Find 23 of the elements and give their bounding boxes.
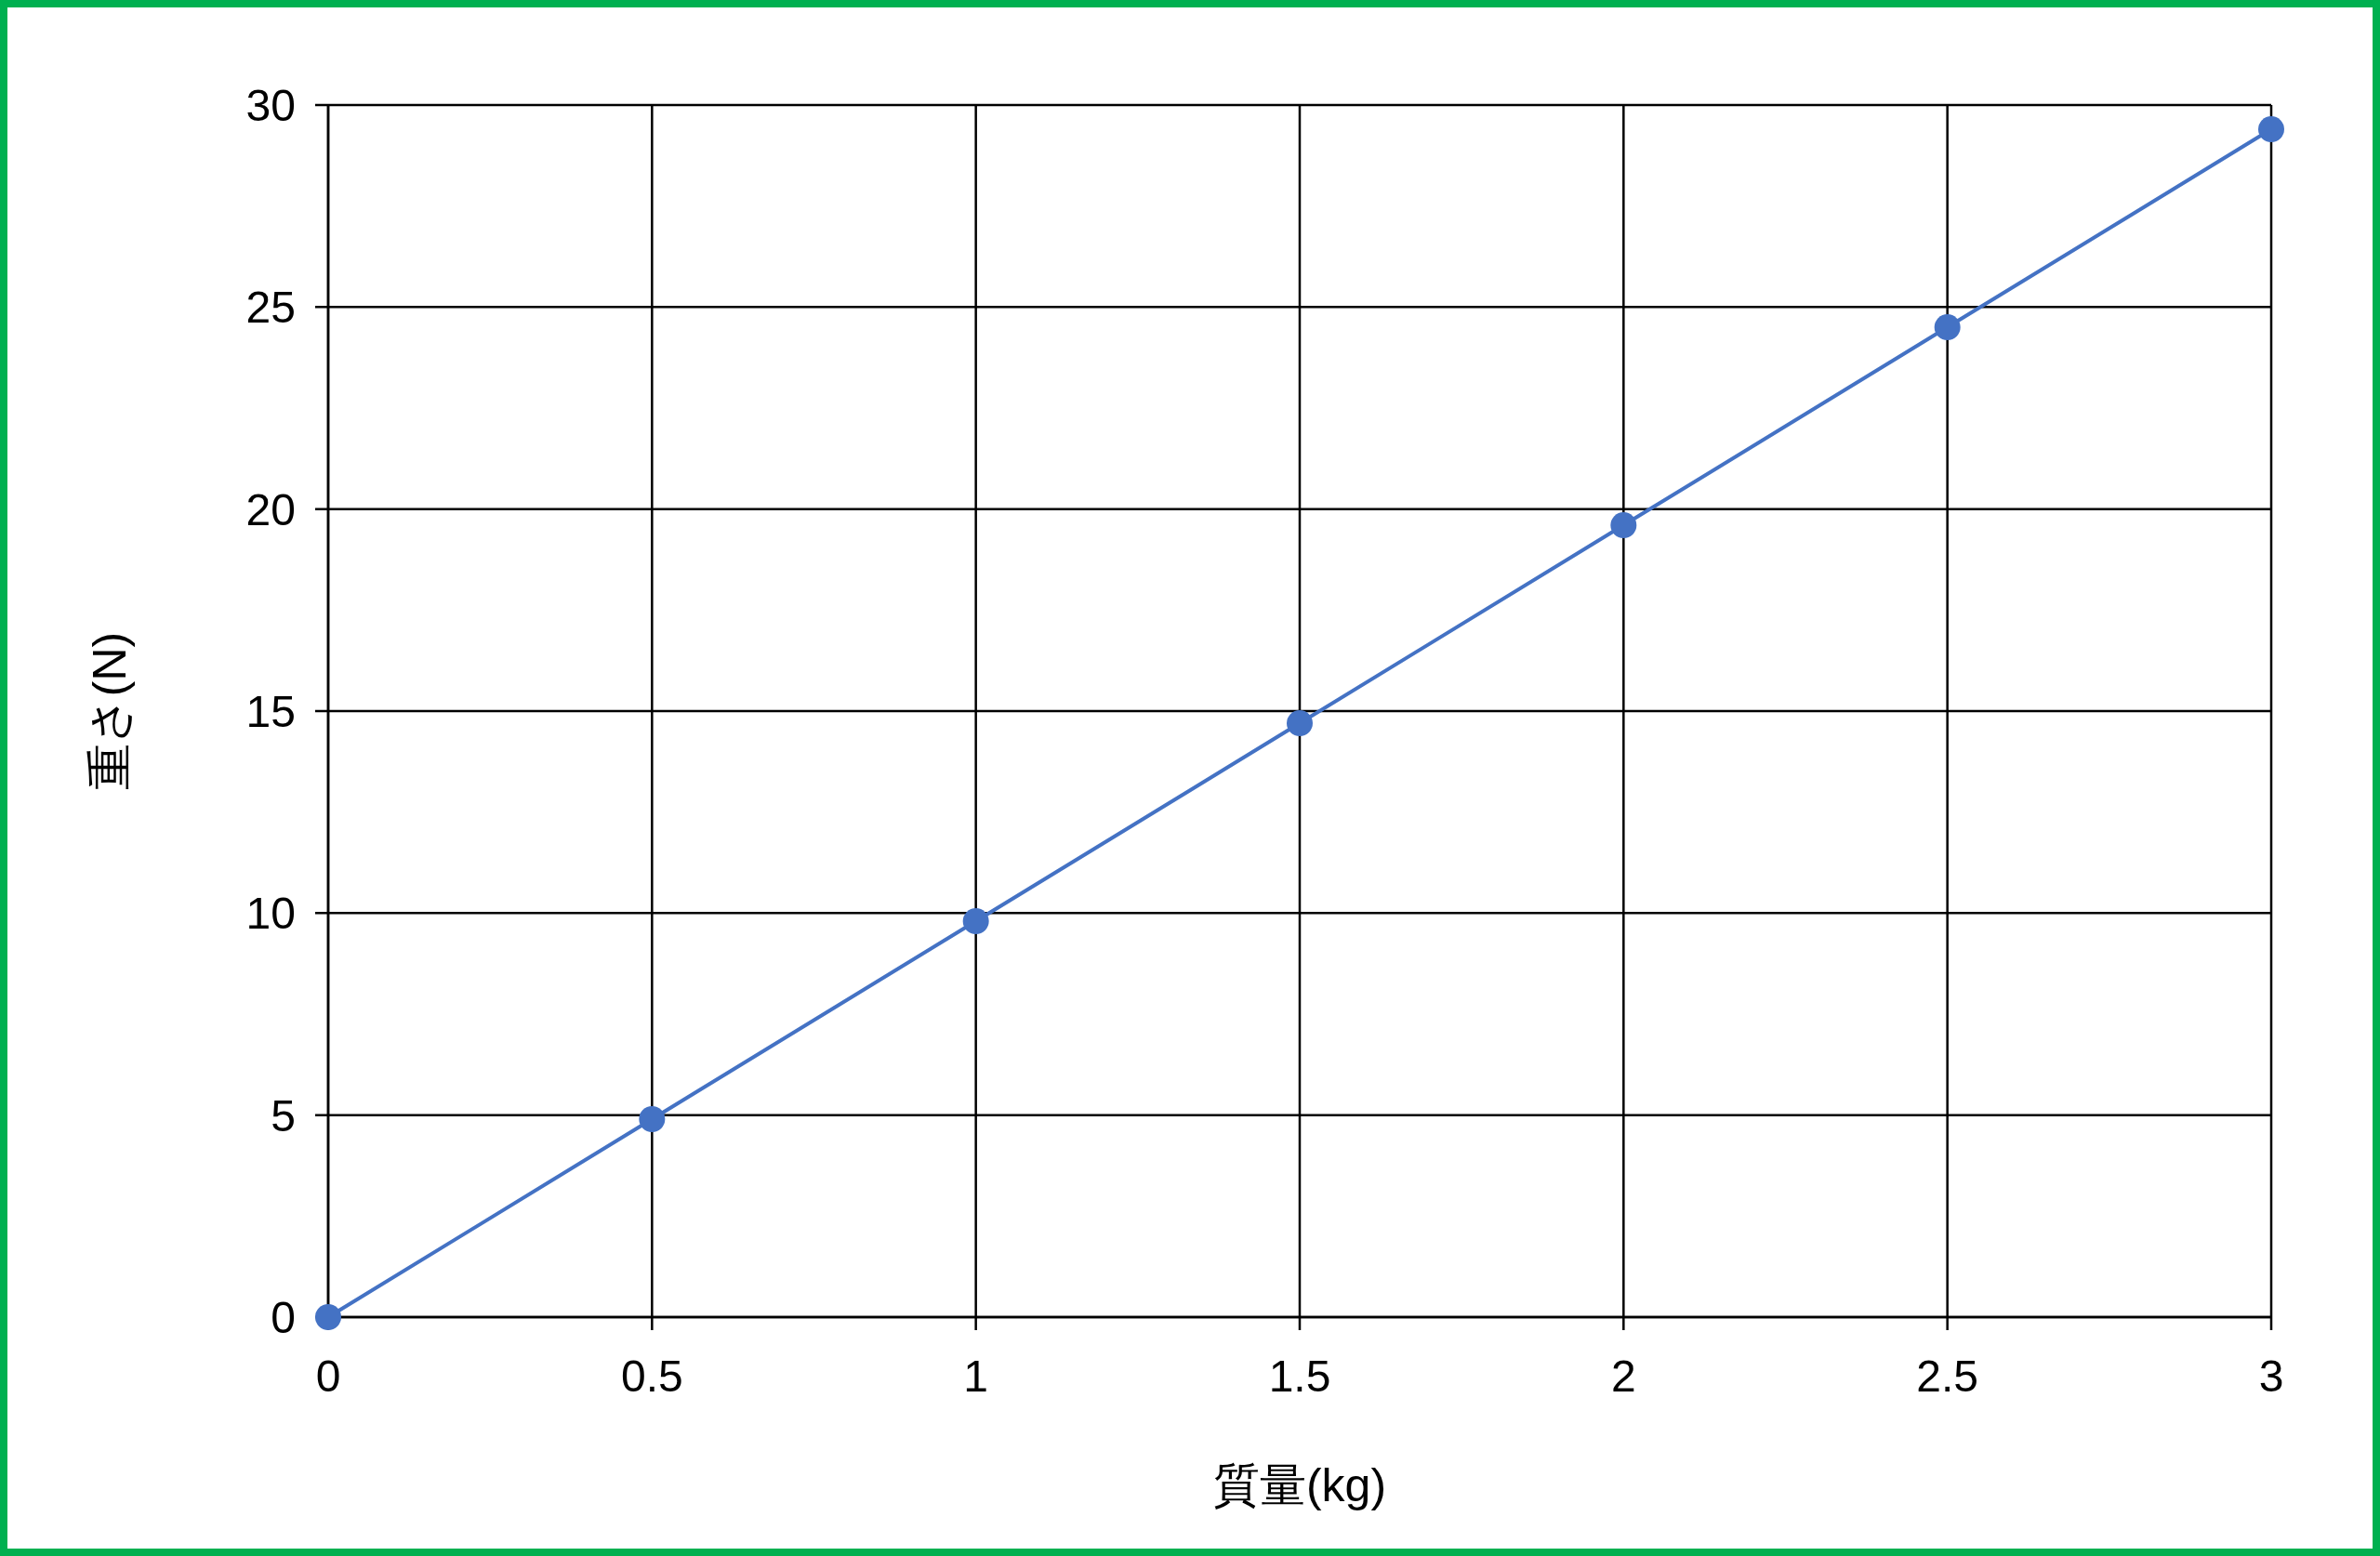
y-tick-label: 15 — [245, 687, 296, 736]
y-tick-label: 30 — [245, 81, 296, 130]
y-tick-label: 0 — [271, 1293, 296, 1342]
y-tick-label: 10 — [245, 889, 296, 939]
y-tick-label: 5 — [271, 1090, 296, 1141]
x-axis-title: 質量(kg) — [1212, 1459, 1387, 1511]
x-tick-label: 3 — [2258, 1352, 2284, 1401]
x-tick-label: 0 — [315, 1352, 341, 1401]
y-tick-label: 20 — [245, 484, 296, 534]
point — [1934, 314, 1961, 341]
point — [962, 908, 989, 935]
x-tick-label: 2 — [1610, 1352, 1636, 1401]
point — [1287, 710, 1313, 737]
y-axis-title: 重さ(N) — [84, 631, 136, 791]
x-tick-label: 0.5 — [620, 1352, 683, 1401]
x-tick-label: 2.5 — [1916, 1352, 1979, 1401]
x-tick-label: 1.5 — [1268, 1352, 1331, 1401]
point — [315, 1304, 341, 1330]
point — [2258, 116, 2284, 143]
y-tick-label: 25 — [245, 283, 296, 333]
point — [639, 1106, 666, 1133]
x-tick-label: 1 — [963, 1352, 989, 1401]
point — [1610, 512, 1637, 539]
